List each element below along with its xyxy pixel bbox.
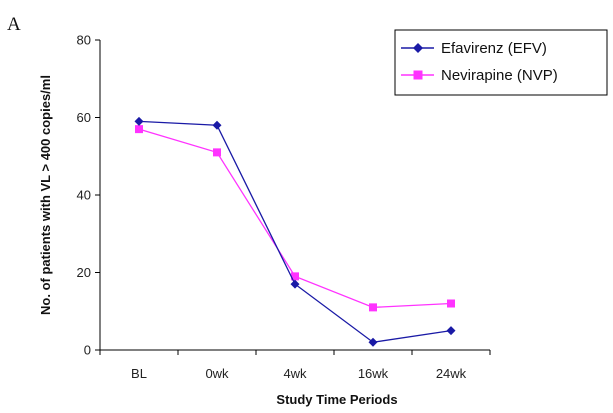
data-point-diamond: [446, 326, 456, 336]
data-point-diamond: [290, 279, 300, 289]
series-line: [138, 120, 452, 343]
y-tick-label: 80: [77, 33, 91, 48]
data-point-square: [369, 303, 377, 312]
series-layer: [134, 116, 456, 347]
y-tick-label: 0: [84, 343, 91, 358]
legend-label-nvp: Nevirapine (NVP): [441, 67, 558, 84]
data-point-diamond: [134, 116, 144, 126]
x-tick-label: 16wk: [358, 366, 389, 381]
legend-marker-efv: [413, 43, 423, 53]
y-axis: 0 20 40 60 80: [77, 33, 101, 358]
data-point-square: [447, 299, 455, 308]
y-axis-title: No. of patients with VL > 400 copies/ml: [38, 75, 53, 315]
x-tick-label: 24wk: [436, 366, 467, 381]
legend-marker-nvp: [413, 70, 423, 80]
data-point-square: [135, 125, 143, 134]
y-tick-label: 20: [77, 265, 91, 280]
legend-box: [394, 29, 608, 96]
x-tick-label: 0wk: [205, 366, 229, 381]
y-tick-label: 40: [77, 188, 91, 203]
x-axis: BL 0wk 4wk 16wk 24wk: [99, 349, 491, 381]
x-axis-title: Study Time Periods: [276, 392, 397, 407]
legend: Efavirenz (EFV) Nevirapine (NVP): [394, 29, 608, 96]
data-point-diamond: [368, 337, 378, 347]
panel-label: A: [7, 14, 21, 35]
data-point-square: [213, 148, 221, 157]
series-square-group: [135, 125, 455, 312]
y-tick-label: 60: [77, 110, 91, 125]
data-point-diamond: [212, 120, 222, 130]
legend-label-efv: Efavirenz (EFV): [441, 40, 547, 57]
x-tick-label: BL: [131, 366, 147, 381]
x-tick-label: 4wk: [283, 366, 307, 381]
data-point-square: [291, 272, 299, 281]
series-diamond-group: [134, 116, 456, 347]
